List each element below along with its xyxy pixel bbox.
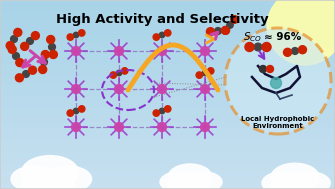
Circle shape [26, 38, 34, 44]
Circle shape [159, 32, 165, 38]
Circle shape [71, 84, 80, 94]
Circle shape [215, 28, 221, 34]
Circle shape [157, 46, 166, 56]
Circle shape [260, 66, 267, 73]
Circle shape [267, 0, 335, 65]
Text: $S_{CO}$: $S_{CO}$ [243, 30, 262, 44]
Circle shape [164, 106, 171, 112]
Circle shape [270, 77, 281, 88]
Circle shape [67, 34, 73, 40]
Text: ≈ 96%: ≈ 96% [264, 32, 301, 42]
Circle shape [206, 28, 214, 36]
Circle shape [28, 66, 37, 74]
Circle shape [267, 66, 273, 73]
Circle shape [78, 30, 85, 36]
Circle shape [116, 70, 122, 76]
Circle shape [159, 108, 165, 114]
Ellipse shape [271, 163, 319, 189]
Circle shape [157, 84, 166, 94]
Text: Local Hydrophobic
Environment: Local Hydrophobic Environment [242, 116, 315, 129]
Ellipse shape [38, 173, 75, 189]
Circle shape [78, 106, 85, 112]
Ellipse shape [285, 177, 316, 189]
Ellipse shape [181, 177, 209, 189]
Circle shape [231, 16, 239, 23]
Circle shape [41, 59, 47, 65]
Circle shape [14, 28, 22, 36]
Text: High Activity and Selectivity: High Activity and Selectivity [56, 13, 268, 26]
Circle shape [13, 53, 19, 59]
Circle shape [221, 27, 229, 34]
Circle shape [245, 43, 254, 51]
Circle shape [227, 22, 233, 28]
Ellipse shape [11, 166, 58, 189]
Ellipse shape [168, 177, 196, 189]
Circle shape [201, 46, 209, 56]
Circle shape [201, 122, 209, 132]
Ellipse shape [45, 166, 91, 189]
Circle shape [122, 68, 128, 74]
Circle shape [115, 84, 124, 94]
Circle shape [164, 30, 171, 36]
Circle shape [157, 122, 166, 132]
Circle shape [11, 36, 17, 42]
Circle shape [110, 72, 117, 78]
Circle shape [73, 108, 79, 114]
Ellipse shape [21, 173, 58, 189]
Circle shape [202, 70, 208, 76]
Circle shape [115, 46, 124, 56]
Circle shape [153, 34, 159, 40]
Circle shape [73, 32, 79, 38]
Circle shape [6, 42, 14, 50]
Circle shape [283, 48, 291, 56]
Circle shape [47, 36, 55, 43]
Ellipse shape [271, 177, 302, 189]
Circle shape [262, 43, 271, 51]
Circle shape [225, 28, 331, 134]
Circle shape [49, 44, 55, 50]
Circle shape [254, 43, 262, 51]
Ellipse shape [186, 172, 222, 189]
Circle shape [298, 46, 307, 54]
Circle shape [71, 122, 80, 132]
Circle shape [8, 45, 16, 53]
Circle shape [22, 71, 29, 77]
Circle shape [49, 50, 57, 58]
Circle shape [201, 84, 209, 94]
Circle shape [39, 65, 47, 74]
Ellipse shape [262, 172, 302, 189]
Circle shape [115, 122, 124, 132]
Circle shape [16, 59, 24, 67]
Ellipse shape [168, 164, 212, 189]
Circle shape [15, 74, 23, 82]
Circle shape [67, 110, 73, 116]
Ellipse shape [290, 172, 330, 189]
Circle shape [221, 26, 229, 34]
Circle shape [41, 50, 49, 59]
Circle shape [71, 46, 80, 56]
Circle shape [153, 110, 159, 116]
Circle shape [196, 72, 202, 78]
Circle shape [21, 42, 28, 50]
Circle shape [207, 68, 214, 74]
Ellipse shape [21, 156, 79, 189]
Circle shape [31, 32, 40, 40]
Ellipse shape [160, 172, 196, 189]
Circle shape [291, 48, 298, 54]
